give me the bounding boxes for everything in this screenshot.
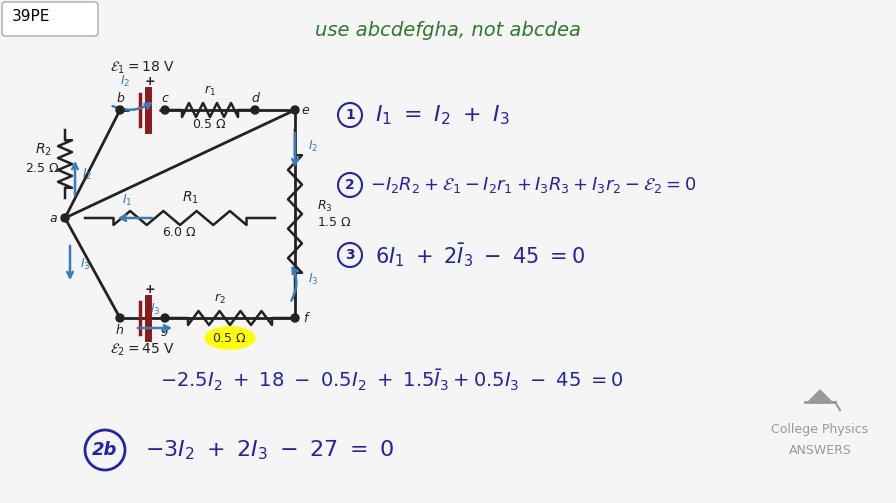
FancyBboxPatch shape — [2, 2, 98, 36]
Text: $R_2$: $R_2$ — [35, 142, 51, 158]
Text: h: h — [116, 323, 124, 337]
Text: $-3I_2\ +\ 2I_3\ -\ 27\ =\ 0$: $-3I_2\ +\ 2I_3\ -\ 27\ =\ 0$ — [145, 438, 394, 462]
Circle shape — [291, 106, 299, 114]
Text: $R_3$: $R_3$ — [317, 199, 332, 214]
Text: $-I_2R_2 + \mathcal{E}_1 - I_2r_1 + I_3R_3 + I_3r_2 - \mathcal{E}_2 = 0$: $-I_2R_2 + \mathcal{E}_1 - I_2r_1 + I_3R… — [370, 175, 696, 195]
Circle shape — [161, 314, 169, 322]
Text: $I_2$: $I_2$ — [120, 74, 130, 89]
Text: $0.5\ \Omega$: $0.5\ \Omega$ — [212, 331, 247, 345]
Circle shape — [161, 106, 169, 114]
Text: College Physics
ANSWERS: College Physics ANSWERS — [771, 423, 868, 457]
Circle shape — [116, 314, 124, 322]
Text: 1: 1 — [345, 108, 355, 122]
Text: b: b — [116, 92, 124, 105]
Text: 39PE: 39PE — [12, 9, 50, 24]
Text: $6I_1\ +\ 2\bar{I}_3\ -\ 45\ =0$: $6I_1\ +\ 2\bar{I}_3\ -\ 45\ =0$ — [375, 241, 585, 269]
Text: $I_1\ =\ I_2\ +\ I_3$: $I_1\ =\ I_2\ +\ I_3$ — [375, 103, 510, 127]
Text: $I_3$: $I_3$ — [150, 302, 160, 317]
Circle shape — [291, 314, 299, 322]
Circle shape — [251, 106, 259, 114]
Text: f: f — [303, 311, 307, 324]
Text: $r_2$: $r_2$ — [214, 292, 226, 306]
Text: 2b: 2b — [92, 441, 117, 459]
Text: $1.5\ \Omega$: $1.5\ \Omega$ — [317, 216, 352, 229]
Text: $r_1$: $r_1$ — [204, 84, 216, 98]
Text: e: e — [301, 104, 309, 117]
Text: $2.5\ \Omega$: $2.5\ \Omega$ — [25, 162, 61, 175]
Text: $R_1$: $R_1$ — [182, 190, 198, 206]
Text: $I_3$: $I_3$ — [80, 257, 90, 272]
Polygon shape — [808, 390, 832, 402]
Circle shape — [116, 106, 124, 114]
Text: d: d — [251, 92, 259, 105]
Text: $0.5\ \Omega$: $0.5\ \Omega$ — [193, 118, 228, 131]
Text: $I_2$: $I_2$ — [82, 167, 92, 182]
Text: use abcdefgha, not abcdea: use abcdefgha, not abcdea — [315, 21, 581, 40]
Text: a: a — [49, 211, 56, 224]
Text: 2: 2 — [345, 178, 355, 192]
Text: +: + — [144, 283, 155, 296]
Text: $\mathcal{E}_2 = 45\ \mathrm{V}$: $\mathcal{E}_2 = 45\ \mathrm{V}$ — [110, 342, 175, 359]
Text: 3: 3 — [345, 248, 355, 262]
Text: +: + — [144, 75, 155, 88]
Text: $I_1$: $I_1$ — [122, 193, 133, 208]
Ellipse shape — [205, 327, 255, 349]
Text: $6.0\ \Omega$: $6.0\ \Omega$ — [162, 226, 197, 239]
Circle shape — [61, 214, 69, 222]
Text: c: c — [161, 92, 168, 105]
Text: $\mathcal{E}_1 = 18\ \mathrm{V}$: $\mathcal{E}_1 = 18\ \mathrm{V}$ — [110, 60, 175, 76]
Text: $I_3$: $I_3$ — [307, 272, 318, 287]
Text: $-2.5I_2\ +\ 18\ -\ 0.5I_2\ +\ 1.5\bar{I}_3 + 0.5I_3\ -\ 45\ =0$: $-2.5I_2\ +\ 18\ -\ 0.5I_2\ +\ 1.5\bar{I… — [160, 367, 624, 393]
Text: g: g — [161, 323, 169, 337]
Text: $I_2$: $I_2$ — [308, 139, 318, 154]
